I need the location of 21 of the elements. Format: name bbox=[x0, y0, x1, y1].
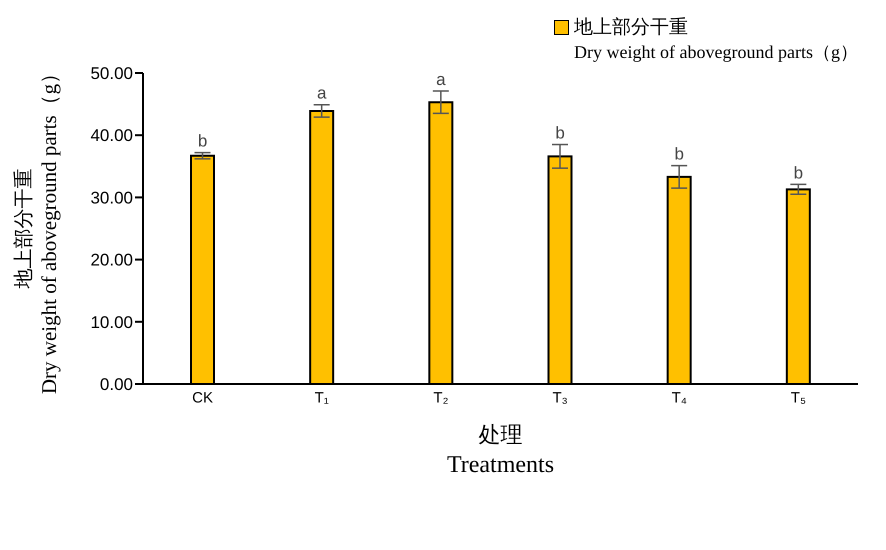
x-tick-label: T₁ bbox=[314, 390, 329, 407]
x-tick-label: T₂ bbox=[433, 390, 449, 407]
x-tick-label: T₄ bbox=[672, 390, 687, 407]
legend-label: 地上部分干重 Dry weight of aboveground parts（g） bbox=[574, 16, 858, 64]
y-tick-label: 20.00 bbox=[90, 250, 133, 270]
y-tick-label: 40.00 bbox=[90, 126, 133, 146]
annotation: b bbox=[555, 124, 565, 143]
annotation: a bbox=[436, 70, 446, 90]
x-tick-label: CK bbox=[192, 390, 214, 407]
x-tick-label: T₅ bbox=[790, 390, 806, 407]
y-tick-label: 30.00 bbox=[90, 188, 133, 208]
annotation: b bbox=[794, 163, 804, 182]
x-axis-title: 处理 Treatments bbox=[446, 422, 554, 478]
x-tick-label: T₃ bbox=[552, 390, 568, 407]
y-tick-label: 10.00 bbox=[90, 312, 133, 332]
annotation: a bbox=[317, 84, 328, 103]
y-axis-title: 地上部分干重 Dry weight of aboveground parts（g） bbox=[13, 62, 61, 394]
annotation: b bbox=[198, 132, 208, 151]
y-tick-label: 50.00 bbox=[90, 64, 133, 84]
y-tick-label: 0.00 bbox=[100, 375, 133, 394]
annotation: b bbox=[674, 144, 684, 164]
